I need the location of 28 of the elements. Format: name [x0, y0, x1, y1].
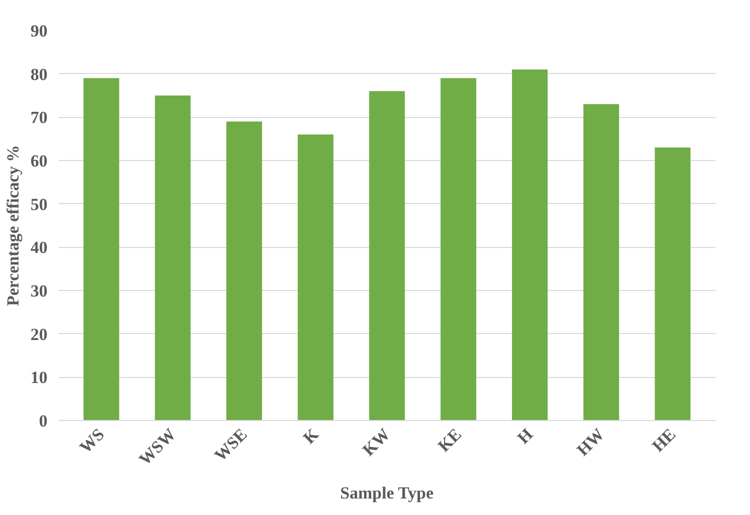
- y-tick-label: 80: [30, 64, 48, 84]
- x-tick-label: K: [300, 424, 323, 448]
- y-tick-label: 50: [30, 194, 48, 214]
- bar: [583, 104, 620, 420]
- x-tick-label: HE: [648, 424, 680, 456]
- x-tick-label: KE: [434, 424, 466, 456]
- bar: [654, 148, 691, 420]
- y-tick-label: 40: [30, 238, 48, 258]
- y-tick-label: 20: [30, 324, 48, 344]
- y-tick-label: 90: [30, 22, 48, 40]
- x-axis-title: Sample Type: [340, 484, 434, 503]
- y-tick-label: 10: [30, 368, 48, 388]
- bar: [512, 70, 548, 420]
- x-tick-label: KW: [358, 424, 394, 460]
- x-tick-label: HW: [573, 424, 608, 460]
- bar: [440, 78, 476, 420]
- bar: [154, 96, 191, 420]
- bar: [369, 91, 405, 420]
- bar: [298, 134, 334, 420]
- y-tick-label: 0: [39, 412, 48, 430]
- y-tick-label: 30: [30, 282, 48, 300]
- x-tick-label: H: [514, 424, 537, 448]
- y-tick-label: 60: [30, 152, 48, 170]
- bar: [83, 78, 120, 420]
- x-tick-label: WS: [76, 424, 108, 457]
- y-tick-label: 70: [30, 108, 48, 128]
- y-axis-title: Percentage efficacy %: [4, 144, 22, 306]
- bar: [226, 122, 262, 420]
